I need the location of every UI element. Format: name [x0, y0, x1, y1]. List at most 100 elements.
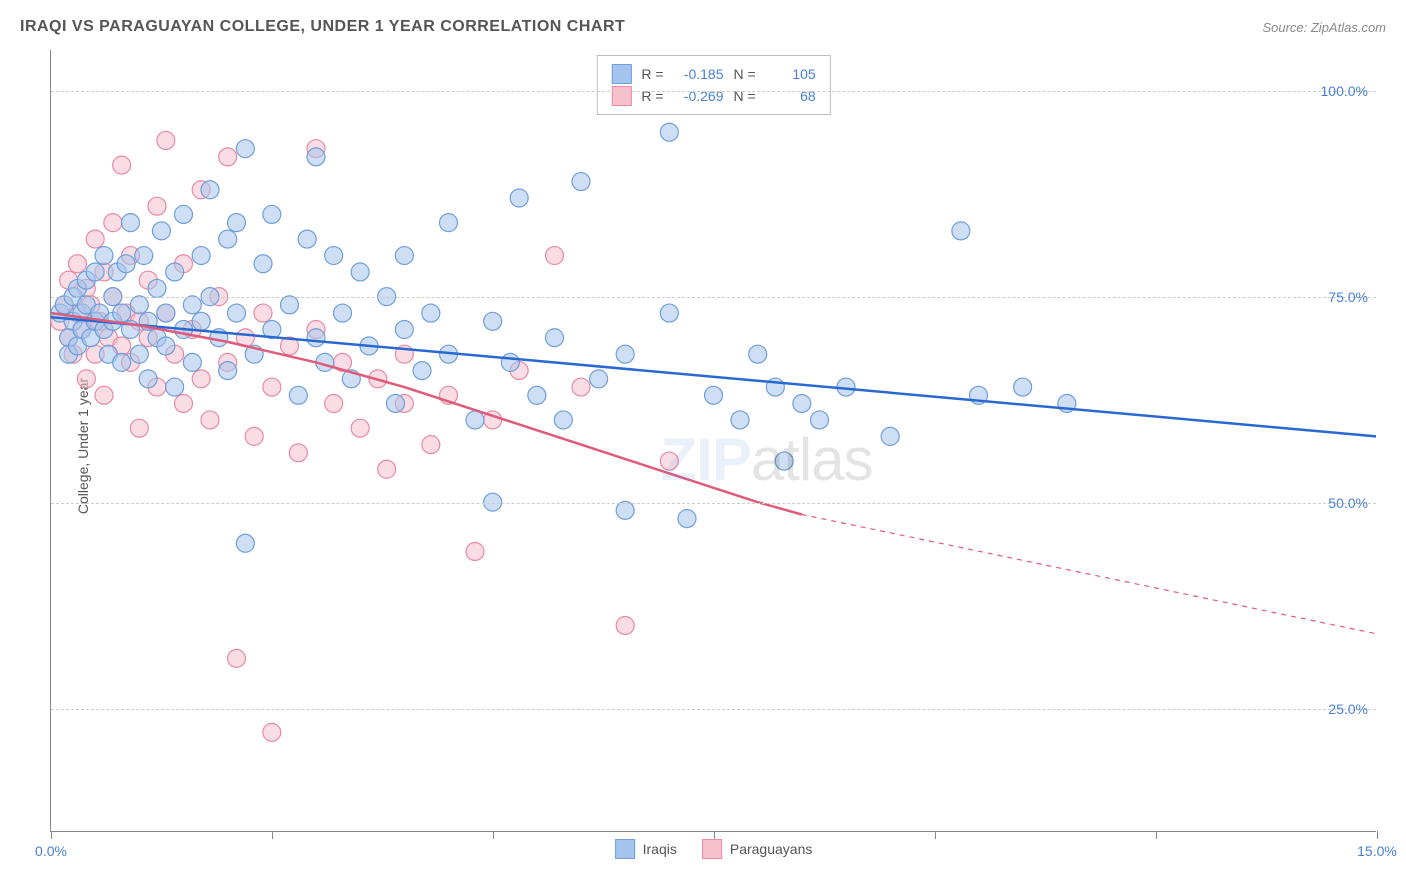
scatter-point: [881, 427, 899, 445]
scatter-point: [166, 263, 184, 281]
scatter-point: [422, 304, 440, 322]
xtick-mark: [1377, 831, 1378, 839]
scatter-point: [616, 616, 634, 634]
scatter-point: [219, 362, 237, 380]
scatter-point: [546, 247, 564, 265]
gridline: [51, 297, 1376, 298]
scatter-point: [705, 386, 723, 404]
gridline: [51, 503, 1376, 504]
legend-top-row-paraguayans: R = -0.269 N = 68: [611, 86, 815, 106]
scatter-point: [122, 214, 140, 232]
gridline: [51, 709, 1376, 710]
scatter-point: [572, 378, 590, 396]
scatter-point: [201, 411, 219, 429]
legend-label-paraguayans: Paraguayans: [730, 841, 813, 857]
scatter-point: [157, 304, 175, 322]
scatter-point: [117, 255, 135, 273]
scatter-point: [572, 173, 590, 191]
scatter-point: [183, 296, 201, 314]
scatter-point: [254, 304, 272, 322]
scatter-point: [135, 247, 153, 265]
scatter-point: [139, 370, 157, 388]
N-label: N =: [734, 66, 756, 82]
scatter-point: [387, 395, 405, 413]
plot-area: ZIPatlas R = -0.185 N = 105 R = -0.269 N…: [50, 50, 1376, 832]
scatter-point: [395, 247, 413, 265]
scatter-point: [510, 189, 528, 207]
scatter-point: [466, 411, 484, 429]
scatter-point: [130, 296, 148, 314]
scatter-point: [157, 131, 175, 149]
scatter-point: [219, 148, 237, 166]
xtick-label: 15.0%: [1357, 843, 1397, 859]
xtick-mark: [51, 831, 52, 839]
swatch-iraqis: [611, 64, 631, 84]
N-value-iraqis: 105: [766, 66, 816, 82]
xtick-mark: [935, 831, 936, 839]
scatter-point: [86, 230, 104, 248]
scatter-point: [192, 312, 210, 330]
scatter-point: [325, 247, 343, 265]
swatch-paraguayans: [611, 86, 631, 106]
scatter-point: [466, 542, 484, 560]
plot-svg: [51, 50, 1376, 831]
scatter-point: [289, 444, 307, 462]
scatter-point: [528, 386, 546, 404]
chart-container: IRAQI VS PARAGUAYAN COLLEGE, UNDER 1 YEA…: [0, 0, 1406, 892]
scatter-point: [219, 230, 237, 248]
chart-title: IRAQI VS PARAGUAYAN COLLEGE, UNDER 1 YEA…: [20, 18, 625, 36]
scatter-point: [775, 452, 793, 470]
xtick-mark: [1156, 831, 1157, 839]
scatter-point: [749, 345, 767, 363]
scatter-point: [263, 723, 281, 741]
scatter-point: [201, 181, 219, 199]
scatter-point: [660, 123, 678, 141]
trend-line-paraguayans-dashed: [802, 514, 1376, 633]
legend-item-paraguayans: Paraguayans: [702, 839, 813, 859]
scatter-point: [77, 370, 95, 388]
scatter-point: [69, 255, 87, 273]
scatter-point: [175, 395, 193, 413]
legend-top: R = -0.185 N = 105 R = -0.269 N = 68: [596, 55, 830, 115]
scatter-point: [660, 304, 678, 322]
scatter-point: [616, 501, 634, 519]
ytick-label: 50.0%: [1328, 495, 1368, 511]
scatter-point: [351, 263, 369, 281]
gridline: [51, 91, 1376, 92]
xtick-label: 0.0%: [35, 843, 67, 859]
scatter-point: [157, 337, 175, 355]
scatter-point: [731, 411, 749, 429]
scatter-point: [86, 263, 104, 281]
legend-label-iraqis: Iraqis: [643, 841, 677, 857]
scatter-point: [678, 510, 696, 528]
scatter-point: [113, 304, 131, 322]
scatter-point: [616, 345, 634, 363]
scatter-point: [104, 214, 122, 232]
scatter-point: [263, 378, 281, 396]
scatter-point: [95, 386, 113, 404]
scatter-point: [152, 222, 170, 240]
scatter-point: [289, 386, 307, 404]
scatter-point: [501, 353, 519, 371]
scatter-point: [484, 312, 502, 330]
scatter-point: [175, 205, 193, 223]
scatter-point: [378, 460, 396, 478]
scatter-point: [130, 419, 148, 437]
scatter-point: [263, 205, 281, 223]
scatter-point: [95, 247, 113, 265]
scatter-point: [952, 222, 970, 240]
ytick-label: 75.0%: [1328, 289, 1368, 305]
xtick-mark: [714, 831, 715, 839]
R-value-iraqis: -0.185: [674, 66, 724, 82]
ytick-label: 25.0%: [1328, 701, 1368, 717]
scatter-point: [281, 296, 299, 314]
scatter-point: [422, 436, 440, 454]
scatter-point: [590, 370, 608, 388]
source-label: Source: ZipAtlas.com: [1262, 20, 1386, 35]
scatter-point: [554, 411, 572, 429]
scatter-point: [334, 304, 352, 322]
legend-top-row-iraqis: R = -0.185 N = 105: [611, 64, 815, 84]
scatter-point: [546, 329, 564, 347]
scatter-point: [660, 452, 678, 470]
scatter-point: [228, 304, 246, 322]
